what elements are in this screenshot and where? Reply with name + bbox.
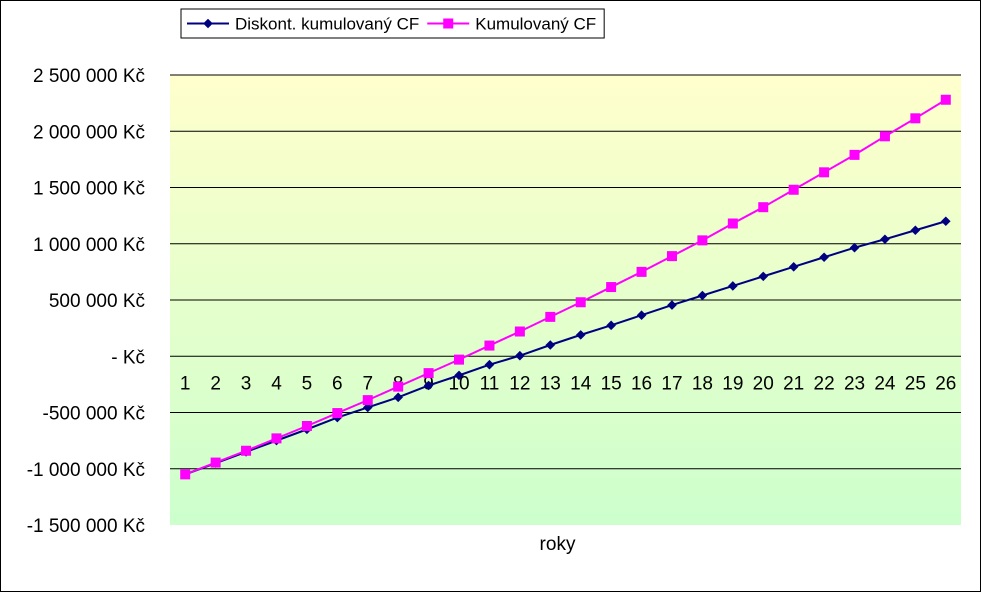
x-tick-label: 25 [905,373,926,394]
data-point-square [575,297,586,308]
data-point-square [393,381,404,392]
data-point-square [545,311,556,322]
x-tick-label: 3 [241,373,252,394]
data-point-square [210,457,221,468]
data-point-square [666,251,677,262]
data-point-square [514,326,525,337]
data-point-square [423,368,434,379]
x-tick-label: 16 [631,373,652,394]
legend-box [180,8,605,39]
data-point-diamond [758,271,769,282]
x-tick-label: 22 [814,373,835,394]
data-point-diamond [819,252,829,263]
data-point-diamond [393,392,403,403]
data-point-square [636,266,647,277]
legend-marker [203,18,213,29]
series-2 [180,94,951,480]
data-point-square [910,113,921,124]
x-tick-label: 17 [661,373,682,394]
legend-marker [443,18,454,29]
y-tick-label: 500 000 Kč [49,291,145,312]
data-point-diamond [849,242,860,253]
x-tick-label: 23 [844,373,865,394]
y-tick-label: -1 000 000 Kč [27,460,145,481]
gridlines [170,74,961,470]
data-point-diamond [667,300,677,310]
x-tick-label: 5 [302,373,313,394]
y-tick-label: - Kč [111,347,145,368]
y-tick-label: -500 000 Kč [43,404,145,425]
data-point-square [727,218,738,229]
data-point-square [241,445,252,456]
x-tick-label: 1 [180,373,191,394]
x-tick-label: 18 [692,373,713,394]
data-point-square [332,408,343,419]
series-layer [180,94,951,480]
data-point-diamond [880,234,890,245]
x-axis-title: roky [540,534,576,555]
data-point-diamond [697,290,708,301]
data-point-diamond [910,225,921,236]
x-tick-label: 14 [570,373,592,394]
x-tick-label: 24 [874,373,896,394]
x-tick-label: 13 [540,373,561,394]
legend-label: Kumulovaný CF [475,15,596,34]
series-line [184,98,947,476]
data-point-diamond [515,350,525,361]
y-tick-label: -1 500 000 Kč [27,516,145,537]
x-tick-label: 12 [509,373,530,394]
data-point-square [271,433,282,444]
x-tick-label: 4 [271,373,282,394]
series-line [184,220,947,476]
data-point-square [819,167,830,178]
x-tick-label: 19 [722,373,743,394]
data-point-diamond [636,310,647,320]
data-point-square [758,202,769,213]
data-point-diamond [728,281,738,291]
x-tick-label: 26 [935,373,956,394]
legend: Diskont. kumulovaný CF Kumulovaný CF [180,8,605,39]
data-point-diamond [606,320,616,331]
data-point-square [940,94,951,105]
data-point-square [454,354,465,365]
data-point-square [180,469,191,480]
x-tick-label: 7 [362,373,373,394]
data-point-square [606,282,617,293]
data-point-diamond [788,262,799,272]
data-point-diamond [575,330,586,340]
data-point-diamond [545,340,556,350]
data-point-diamond [484,359,495,370]
data-point-square [362,395,373,406]
data-point-diamond [454,370,464,381]
y-tick-labels: -1 500 000 Kč -1 000 000 Kč -500 000 Kč - K… [27,66,145,537]
x-tick-label: 20 [753,373,774,394]
y-tick-label: 1 500 000 Kč [33,179,145,200]
data-point-square [849,149,860,160]
y-tick-label: 2 500 000 Kč [33,66,145,87]
y-tick-label: 2 000 000 Kč [33,122,145,143]
legend-item-2: Kumulovaný CF [427,15,596,34]
x-tick-label: 6 [332,373,343,394]
legend-item-1: Diskont. kumulovaný CF [187,15,419,34]
data-point-diamond [423,380,434,391]
data-point-diamond [940,216,951,227]
data-point-square [879,131,890,142]
data-point-square [301,421,312,431]
data-point-square [788,184,799,195]
x-tick-label: 2 [210,373,221,394]
data-point-square [484,340,495,351]
x-tick-label: 21 [783,373,804,394]
x-tick-label: 11 [480,373,500,394]
y-tick-label: 1 000 000 Kč [33,235,145,256]
legend-label: Diskont. kumulovaný CF [235,15,419,34]
data-point-square [697,235,708,246]
x-tick-label: 10 [448,373,469,394]
x-tick-label: 15 [601,373,622,394]
